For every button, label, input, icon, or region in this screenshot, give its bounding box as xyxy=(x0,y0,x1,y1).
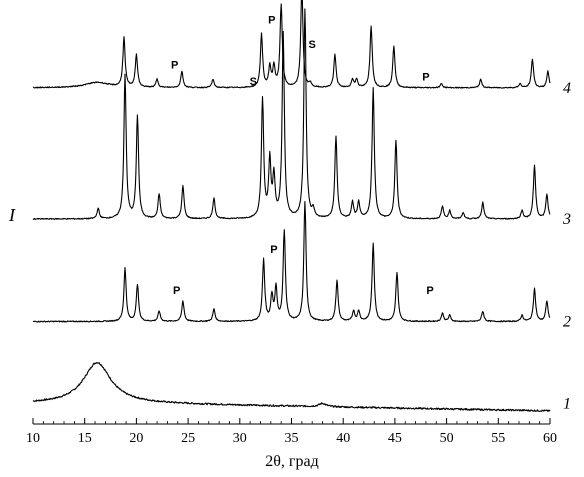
x-axis xyxy=(32,418,551,425)
series-3-label: 3 xyxy=(562,211,571,228)
y-axis-title: I xyxy=(8,205,16,225)
x-tick-label-15: 15 xyxy=(78,431,92,446)
series-4-trace xyxy=(32,0,551,89)
x-tick-label-25: 25 xyxy=(181,431,195,446)
plot-traces xyxy=(32,0,551,412)
x-tick-label-35: 35 xyxy=(285,431,299,446)
series-2-label: 2 xyxy=(563,314,571,331)
x-tick-label-60: 60 xyxy=(543,431,557,446)
annotation-s-series-4-1: S xyxy=(250,76,257,88)
peak-annotations: P P P P S P S P xyxy=(171,14,434,297)
series-3-trace xyxy=(32,8,551,220)
series-4-label: 4 xyxy=(563,80,571,97)
annotation-p-series-2-1: P xyxy=(270,244,277,256)
x-tick-label-45: 45 xyxy=(388,431,402,446)
series-1-label: 1 xyxy=(563,396,571,413)
curve-labels: 1 2 3 4 xyxy=(562,80,571,413)
x-tick-label-50: 50 xyxy=(440,431,454,446)
x-tick-label-20: 20 xyxy=(129,431,143,446)
annotation-s-series-4-3: S xyxy=(309,39,316,51)
x-tick-labels: 10 15 20 25 30 35 40 45 50 55 60 xyxy=(26,431,557,446)
annotation-p-series-4-2: P xyxy=(268,14,275,26)
annotation-p-series-4-0: P xyxy=(171,59,178,71)
annotation-p-series-4-4: P xyxy=(422,72,429,84)
series-2-trace xyxy=(32,201,551,323)
annotation-p-series-2-0: P xyxy=(173,285,180,297)
x-tick-label-40: 40 xyxy=(336,431,350,446)
annotation-p-series-2-2: P xyxy=(426,285,433,297)
x-tick-label-30: 30 xyxy=(233,431,247,446)
x-tick-label-55: 55 xyxy=(491,431,505,446)
x-axis-title: 2θ, град xyxy=(265,453,318,470)
series-1-trace xyxy=(32,362,551,412)
x-tick-label-10: 10 xyxy=(26,431,40,446)
